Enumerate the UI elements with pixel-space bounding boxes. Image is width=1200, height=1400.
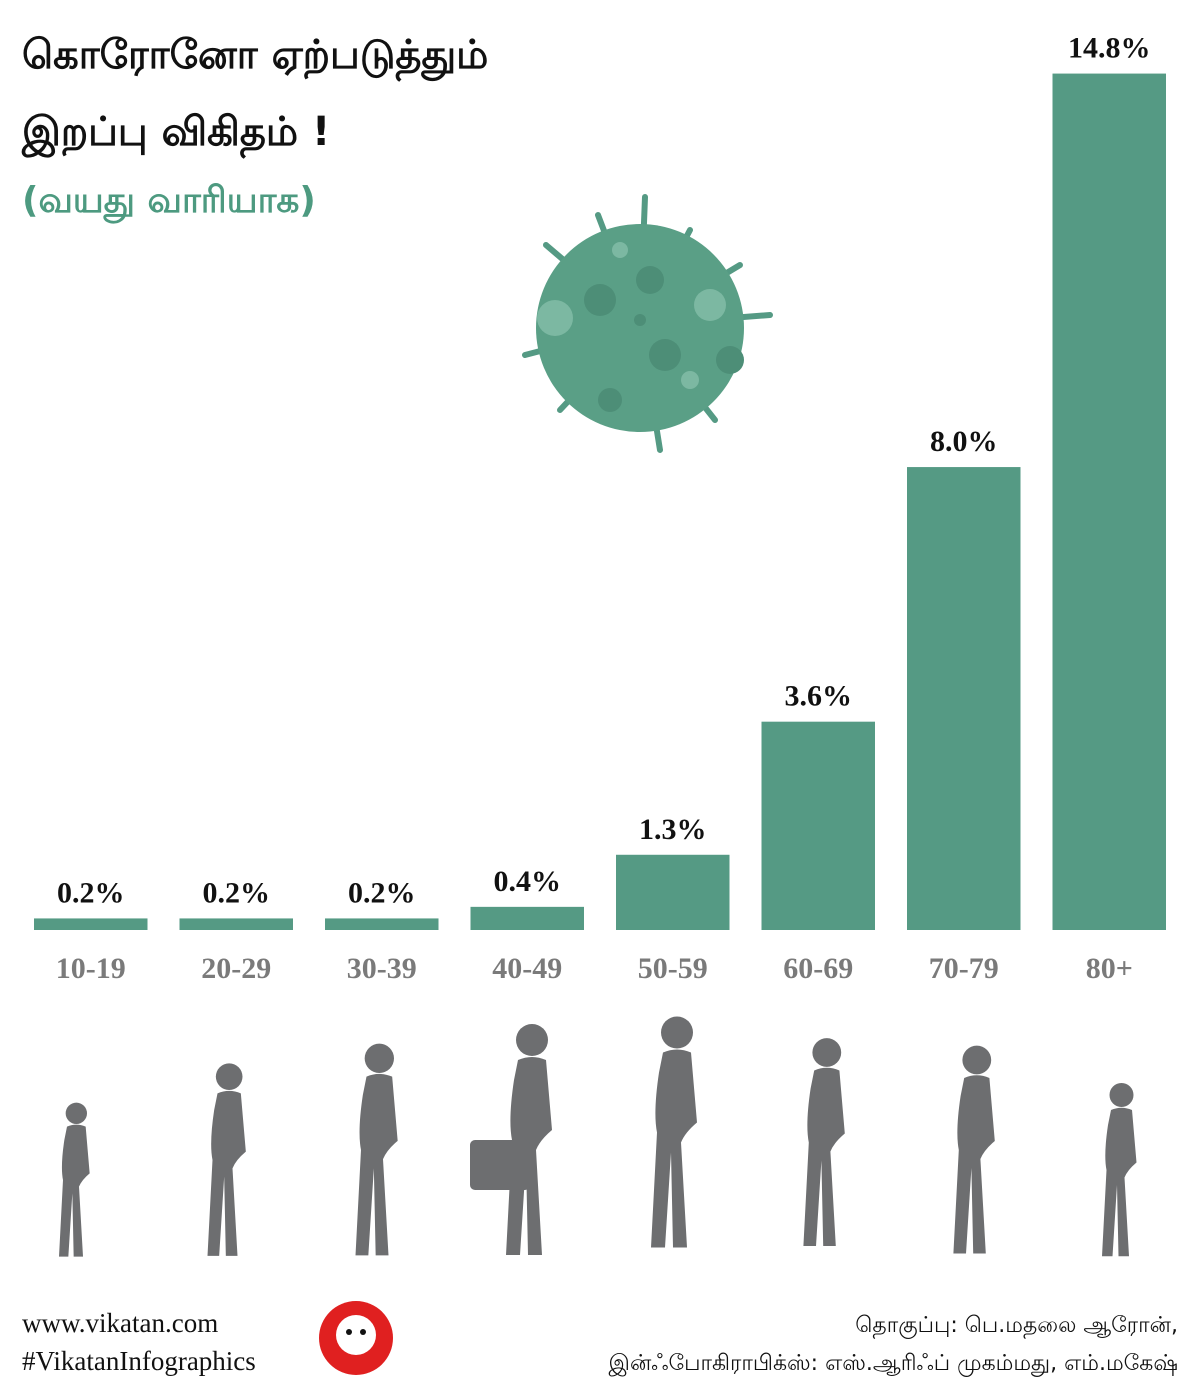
x-tick-label: 60-69 <box>783 952 853 985</box>
bar <box>907 467 1021 930</box>
title-line: இறப்பு விகிதம் ! <box>21 109 330 159</box>
x-tick-label: 30-39 <box>347 952 417 985</box>
value-label: 1.3% <box>639 813 707 846</box>
x-tick-label: 70-79 <box>929 952 999 985</box>
x-tick-label: 80+ <box>1086 952 1133 985</box>
virus-illustration <box>522 194 773 453</box>
value-label: 8.0% <box>930 425 998 458</box>
title-line: கொரோனோ ஏற்படுத்தும் <box>22 32 488 82</box>
website: www.vikatan.com <box>22 1308 218 1338</box>
credit: இன்ஃபோகிராபிக்ஸ்: எஸ்.ஆரிஃப் முகம்மது, எ… <box>609 1351 1178 1377</box>
bar <box>470 906 584 930</box>
subtitle: (வயது வாரியாக) <box>22 180 316 224</box>
value-label: 0.2% <box>57 876 125 909</box>
bar <box>325 918 439 930</box>
bar <box>1052 73 1166 930</box>
bar <box>616 854 730 930</box>
hashtag: #VikatanInfographics <box>22 1346 256 1376</box>
value-label: 0.4% <box>494 865 562 898</box>
bar <box>34 918 148 930</box>
value-label: 3.6% <box>785 680 853 713</box>
age-silhouettes <box>59 1016 1137 1257</box>
logo <box>319 1301 393 1375</box>
bar <box>761 721 875 930</box>
value-label: 0.2% <box>348 876 416 909</box>
x-tick-label: 20-29 <box>201 952 271 985</box>
value-label: 14.8% <box>1068 32 1151 65</box>
x-tick-label: 10-19 <box>56 952 126 985</box>
x-tick-label: 40-49 <box>492 952 562 985</box>
bar <box>179 918 293 930</box>
value-label: 0.2% <box>203 876 271 909</box>
x-tick-label: 50-59 <box>638 952 708 985</box>
credit: தொகுப்பு: பெ.மதலை ஆரோன், <box>855 1313 1178 1339</box>
